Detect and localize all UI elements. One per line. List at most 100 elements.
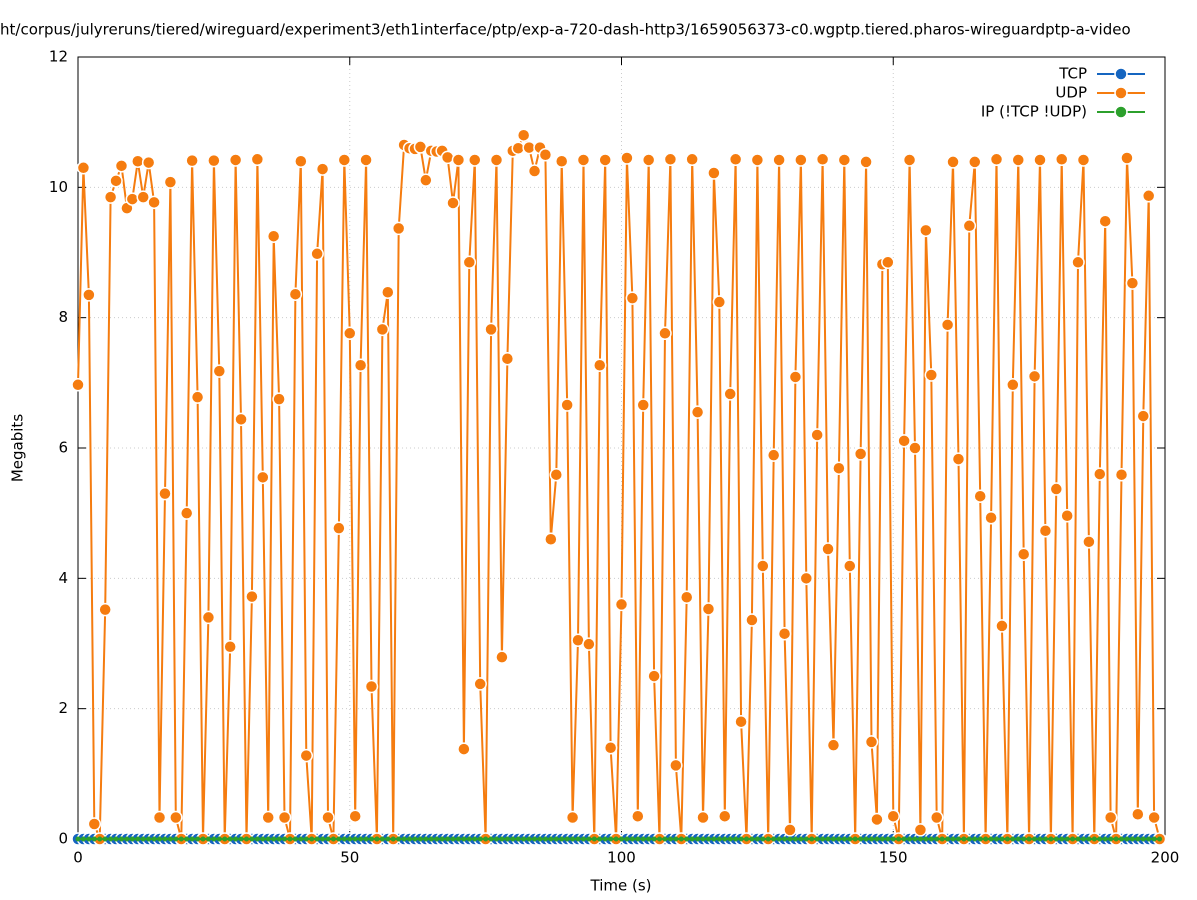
data-point [576, 153, 591, 167]
data-point [315, 162, 330, 176]
data-point [1082, 535, 1096, 549]
data-point [966, 836, 972, 842]
data-point [303, 836, 309, 842]
data-point [136, 190, 150, 204]
data-point [140, 836, 146, 842]
data-point [227, 836, 233, 842]
data-point [602, 836, 608, 842]
data-point [559, 836, 565, 842]
data-point [457, 742, 471, 756]
data-point [705, 836, 711, 842]
data-point [294, 154, 308, 169]
data-point [787, 836, 793, 842]
data-point [984, 510, 998, 525]
data-point [553, 836, 559, 842]
data-point [147, 195, 161, 210]
data-point [91, 836, 97, 842]
data-point [1146, 836, 1152, 842]
data-point [640, 836, 646, 842]
data-point [521, 836, 527, 842]
data-point [988, 836, 994, 842]
data-point [700, 836, 706, 842]
data-point [462, 255, 477, 270]
chart-title: ht/corpus/julyreruns/tiered/wireguard/ex… [0, 21, 1131, 39]
data-point [662, 836, 668, 842]
data-point [955, 836, 961, 842]
data-point [897, 434, 911, 448]
data-point [886, 809, 900, 823]
data-point [368, 836, 374, 842]
data-point [439, 836, 445, 842]
data-point [722, 836, 728, 842]
data-point [118, 836, 124, 842]
data-point [423, 836, 429, 842]
data-point [167, 836, 173, 842]
data-point [718, 809, 732, 823]
data-point [1011, 153, 1026, 167]
legend-marker [1114, 105, 1128, 119]
data-point [1059, 836, 1065, 842]
data-point [881, 255, 895, 270]
data-point [701, 602, 716, 616]
data-point [799, 571, 814, 586]
data-point [537, 836, 543, 842]
data-point [593, 358, 607, 372]
y-tick-label: 4 [58, 569, 68, 587]
data-point [473, 677, 487, 691]
data-point [1102, 836, 1108, 842]
data-point [141, 155, 156, 170]
data-point [266, 229, 281, 243]
series [75, 836, 1163, 842]
data-point [320, 836, 326, 842]
data-point [929, 810, 944, 825]
data-point [1048, 836, 1054, 842]
data-point [635, 836, 641, 842]
data-point [428, 836, 434, 842]
data-point [379, 836, 385, 842]
data-point [765, 836, 771, 842]
data-point [472, 836, 478, 842]
data-point [359, 153, 373, 167]
data-point [1076, 153, 1091, 167]
data-point [841, 836, 847, 842]
data-point [1120, 151, 1134, 165]
data-point [287, 836, 293, 842]
data-point [847, 836, 853, 842]
data-point [114, 159, 129, 173]
data-point [353, 358, 368, 372]
data-point [1010, 836, 1016, 842]
data-point [885, 836, 891, 842]
x-tick-label: 100 [607, 849, 636, 867]
data-point [798, 836, 804, 842]
data-point [977, 836, 983, 842]
y-tick-label: 0 [58, 830, 68, 848]
data-point [151, 836, 157, 842]
y-axis-label: Megabits [9, 414, 27, 482]
data-point [80, 836, 86, 842]
data-point [772, 153, 786, 167]
data-point [184, 836, 190, 842]
data-point [858, 836, 864, 842]
data-point [962, 219, 977, 233]
data-point [679, 590, 694, 604]
data-point [407, 836, 413, 842]
data-point [788, 370, 803, 384]
legend-label: IP (!TCP !UDP) [981, 103, 1087, 121]
data-point [619, 836, 624, 842]
y-tick-label: 2 [58, 699, 68, 717]
data-point [919, 223, 933, 238]
data-point [598, 153, 612, 167]
data-point [1103, 810, 1118, 825]
data-point [667, 836, 673, 842]
data-point [228, 153, 243, 167]
data-point [510, 836, 516, 842]
data-point [495, 650, 509, 664]
data-point [549, 467, 564, 482]
data-point [582, 637, 596, 651]
data-point [950, 836, 956, 842]
data-point [1157, 836, 1163, 842]
data-point [629, 836, 635, 842]
data-point [152, 810, 167, 825]
data-point [1038, 524, 1053, 538]
data-point [614, 597, 629, 612]
